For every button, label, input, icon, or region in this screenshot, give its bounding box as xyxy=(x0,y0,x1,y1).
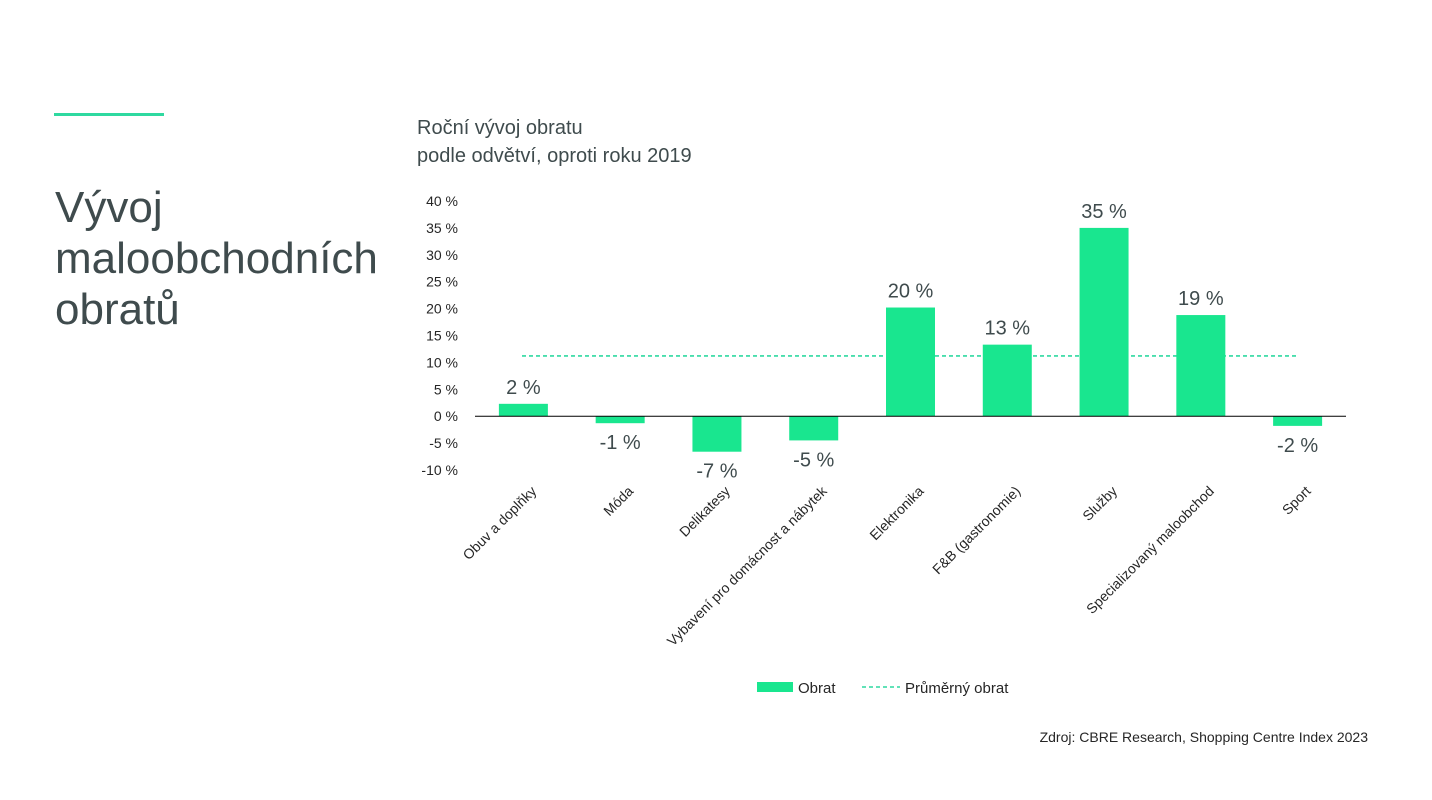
bar xyxy=(498,403,548,417)
y-tick-label: 10 % xyxy=(426,354,458,370)
data-label: -5 % xyxy=(793,449,834,471)
x-tick-label: Sport xyxy=(1279,483,1314,518)
slide-title-line-2: maloobchodních xyxy=(55,234,378,283)
y-tick-label: 20 % xyxy=(426,301,458,317)
accent-line xyxy=(54,113,164,116)
data-label: 19 % xyxy=(1178,288,1224,310)
x-tick-label: Delikatesy xyxy=(676,483,733,540)
y-tick-label: 30 % xyxy=(426,247,458,263)
data-label: 13 % xyxy=(984,318,1030,340)
chart-title: Roční vývoj obratu podle odvětví, oproti… xyxy=(417,114,692,170)
bar xyxy=(789,416,839,441)
x-tick-label: Elektronika xyxy=(866,483,926,543)
y-tick-label: -10 % xyxy=(421,462,458,478)
data-label: -2 % xyxy=(1277,435,1318,457)
bar xyxy=(1079,227,1129,417)
legend-label-bar: Obrat xyxy=(798,680,836,697)
slide-title-line-1: Vývoj xyxy=(55,183,163,232)
data-label: -7 % xyxy=(696,461,737,483)
legend-label-average: Průměrný obrat xyxy=(905,680,1009,697)
bar xyxy=(692,416,742,452)
data-label: 35 % xyxy=(1081,201,1127,223)
y-tick-label: 40 % xyxy=(426,193,458,209)
chart-title-line-2: podle odvětví, oproti roku 2019 xyxy=(417,145,692,167)
x-tick-label: Obuv a doplňky xyxy=(459,483,539,563)
y-tick-label: 5 % xyxy=(434,381,458,397)
x-tick-label: Vybavení pro domácnost a nábytek xyxy=(664,482,831,649)
data-label: 20 % xyxy=(888,281,934,303)
slide-title-line-3: obratů xyxy=(55,285,180,334)
y-tick-label: 25 % xyxy=(426,274,458,290)
data-label: 2 % xyxy=(506,377,541,399)
bar xyxy=(595,416,645,424)
slide-title: Vývoj maloobchodních obratů xyxy=(55,182,415,335)
y-tick-label: 15 % xyxy=(426,328,458,344)
chart-title-line-1: Roční vývoj obratu xyxy=(417,117,583,139)
legend-swatch-bar xyxy=(757,682,793,692)
x-tick-label: Móda xyxy=(600,483,636,519)
bar xyxy=(1176,315,1226,417)
data-label: -1 % xyxy=(600,432,641,454)
x-tick-label: Služby xyxy=(1079,483,1120,524)
x-tick-label: F&B (gastronomie) xyxy=(929,483,1023,577)
bar xyxy=(982,344,1032,417)
source-note: Zdroj: CBRE Research, Shopping Centre In… xyxy=(1039,729,1368,745)
bar xyxy=(1273,416,1323,426)
y-tick-label: 0 % xyxy=(434,408,458,424)
y-tick-label: 35 % xyxy=(426,220,458,236)
bar xyxy=(886,307,935,417)
y-tick-label: -5 % xyxy=(429,435,458,451)
